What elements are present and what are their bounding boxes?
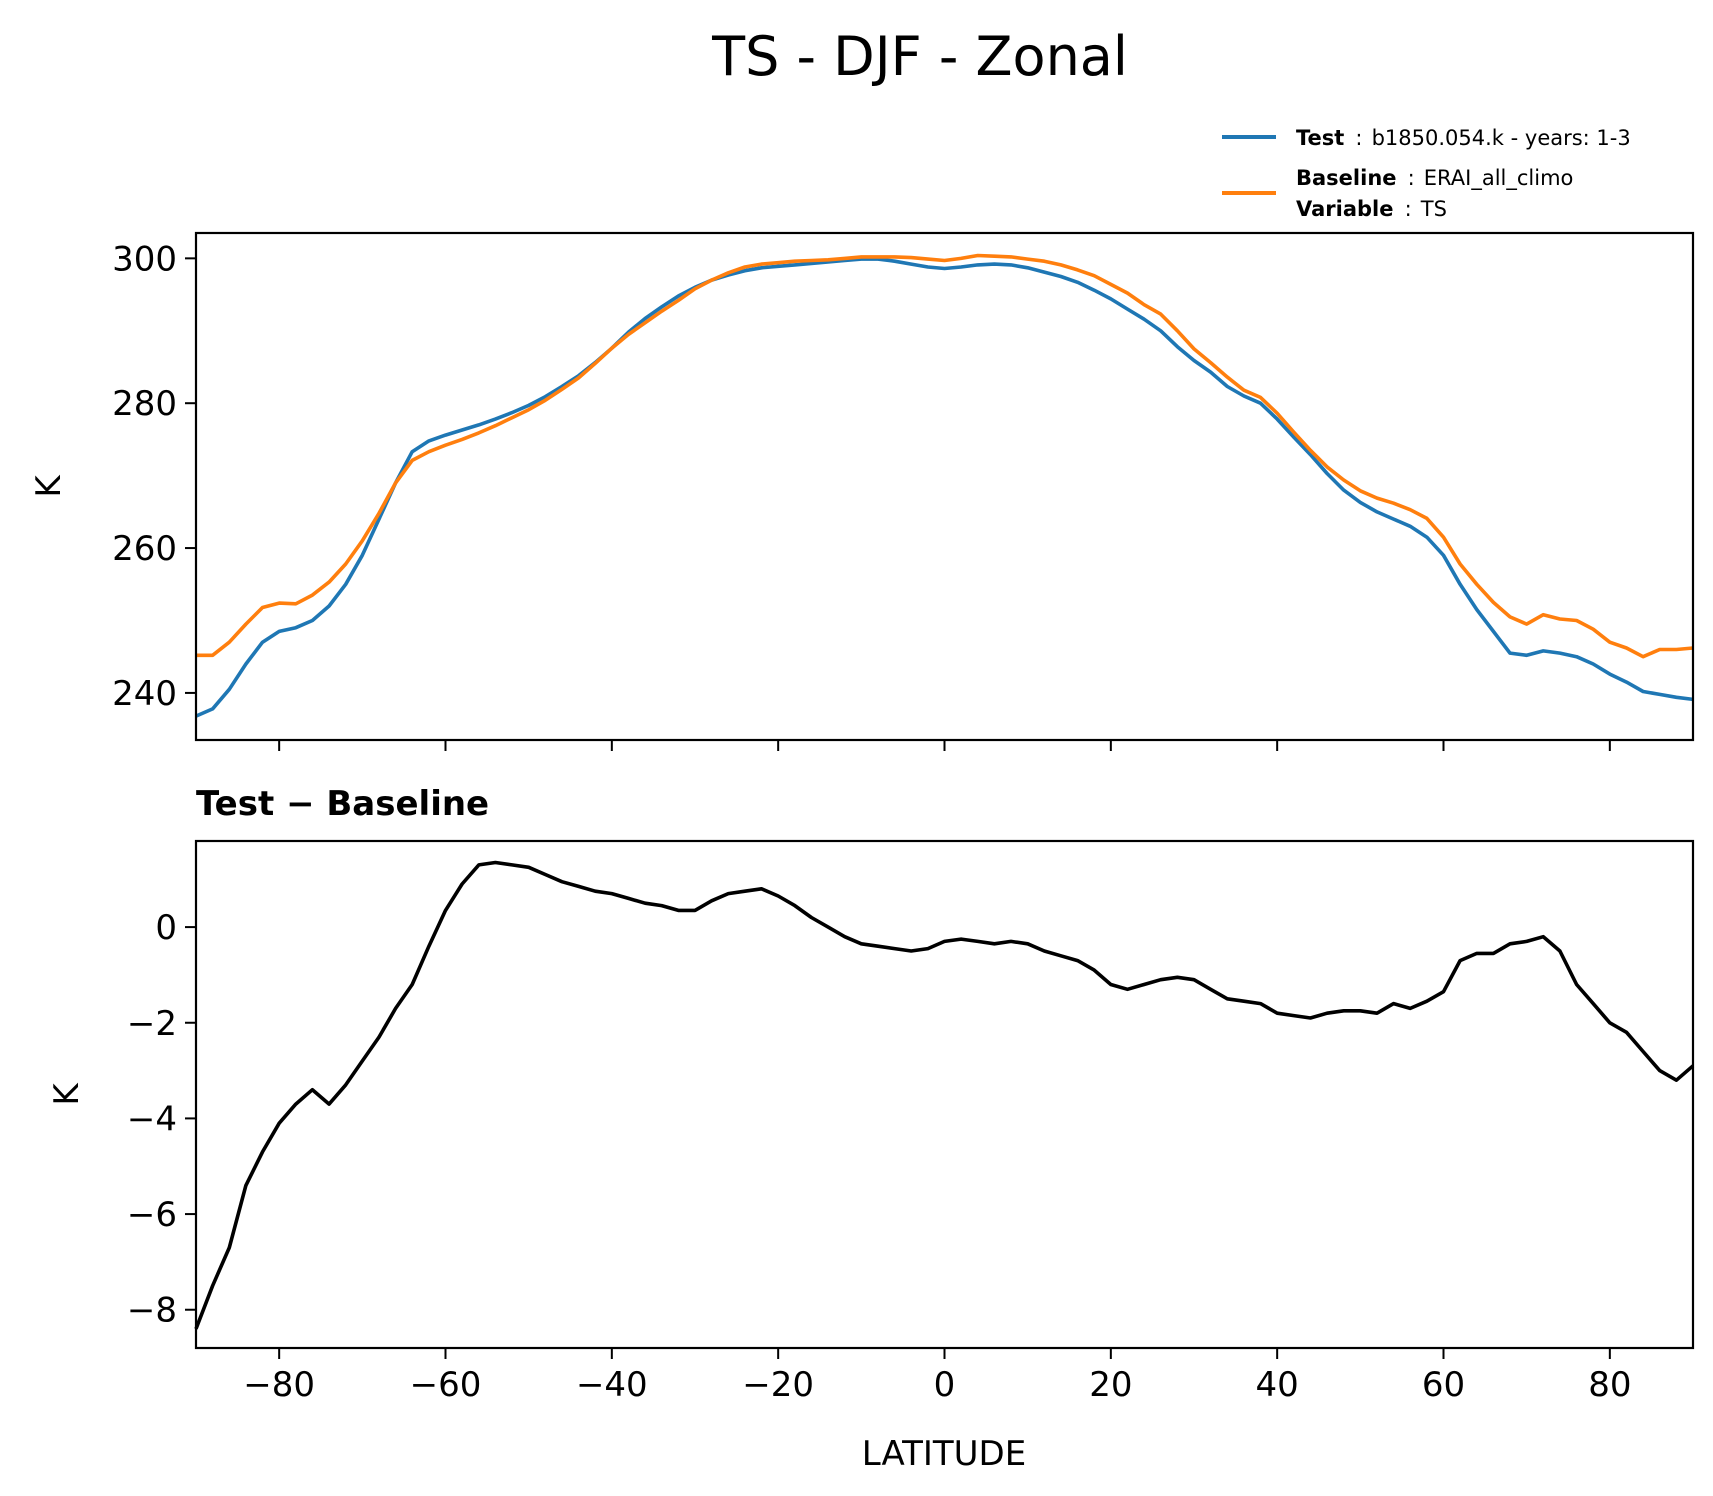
bottom-series-group <box>194 860 1695 1330</box>
top-y-tick-label-2: 280 <box>112 384 177 424</box>
bottom-y-tick-label-1: −6 <box>127 1195 177 1235</box>
legend-baseline-text: ERAI_all_climo <box>1424 166 1574 191</box>
legend-variable-text: TS <box>1420 197 1447 221</box>
top-panel: 240 260 280 300 K <box>29 231 1695 751</box>
bottom-x-tick-label-1: −60 <box>410 1365 482 1405</box>
legend-variable-sep: : <box>1405 197 1412 221</box>
bottom-series-line-0 <box>194 860 1695 1330</box>
legend-test-text-prefix: : <box>1355 126 1362 150</box>
bottom-ticks-group: −80 −60 −40 −20 0 20 40 60 80−8−6−4−20 <box>127 908 1632 1405</box>
legend: Test : b1850.054.k - years: 1-3 Baseline… <box>1222 126 1631 221</box>
legend-variable-key: Variable <box>1296 197 1393 221</box>
legend-baseline-entry: Baseline : ERAI_all_climo <box>1296 166 1573 191</box>
bottom-y-tick-label-3: −2 <box>127 1004 177 1044</box>
top-y-tick-label-1: 260 <box>112 529 177 569</box>
legend-variable-entry: Variable : TS <box>1296 197 1447 221</box>
x-axis-label: LATITUDE <box>862 1434 1026 1474</box>
bottom-y-tick-label-2: −4 <box>127 1099 177 1139</box>
top-series-line-1 <box>196 253 1694 659</box>
bottom-y-tick-label-4: 0 <box>155 908 177 948</box>
bottom-x-tick-label-7: 60 <box>1422 1365 1465 1405</box>
legend-test-key: Test <box>1296 126 1344 150</box>
bottom-panel: Test − Baseline −80 −60 −40 −20 0 20 40 60 80−8−… <box>47 784 1695 1474</box>
bottom-x-tick-label-5: 20 <box>1089 1365 1132 1405</box>
bottom-x-tick-label-0: −80 <box>243 1365 315 1405</box>
top-series-line-0 <box>195 257 1694 718</box>
top-ticks-group: 240 260 280 300 <box>112 239 1611 751</box>
figure-title: TS - DJF - Zonal <box>711 25 1128 88</box>
legend-baseline-key: Baseline <box>1296 166 1397 190</box>
top-series-group <box>195 253 1694 718</box>
bottom-x-tick-label-4: 0 <box>934 1365 956 1405</box>
top-y-tick-label-0: 240 <box>112 674 177 714</box>
bottom-x-tick-label-3: −20 <box>742 1365 814 1405</box>
legend-test-entry: Test : b1850.054.k - years: 1-3 <box>1296 126 1631 150</box>
bottom-x-tick-label-8: 80 <box>1588 1365 1631 1405</box>
bottom-y-tick-label-0: −8 <box>127 1291 177 1331</box>
top-y-axis-label: K <box>29 474 69 498</box>
bottom-x-tick-label-2: −40 <box>576 1365 648 1405</box>
bottom-x-tick-label-6: 40 <box>1256 1365 1299 1405</box>
bottom-y-axis-label: K <box>47 1082 87 1106</box>
legend-baseline-sep: : <box>1408 166 1415 190</box>
top-y-tick-label-3: 300 <box>112 239 177 279</box>
bottom-panel-title: Test − Baseline <box>196 784 489 824</box>
legend-test-text: b1850.054.k - years: 1-3 <box>1372 126 1631 150</box>
